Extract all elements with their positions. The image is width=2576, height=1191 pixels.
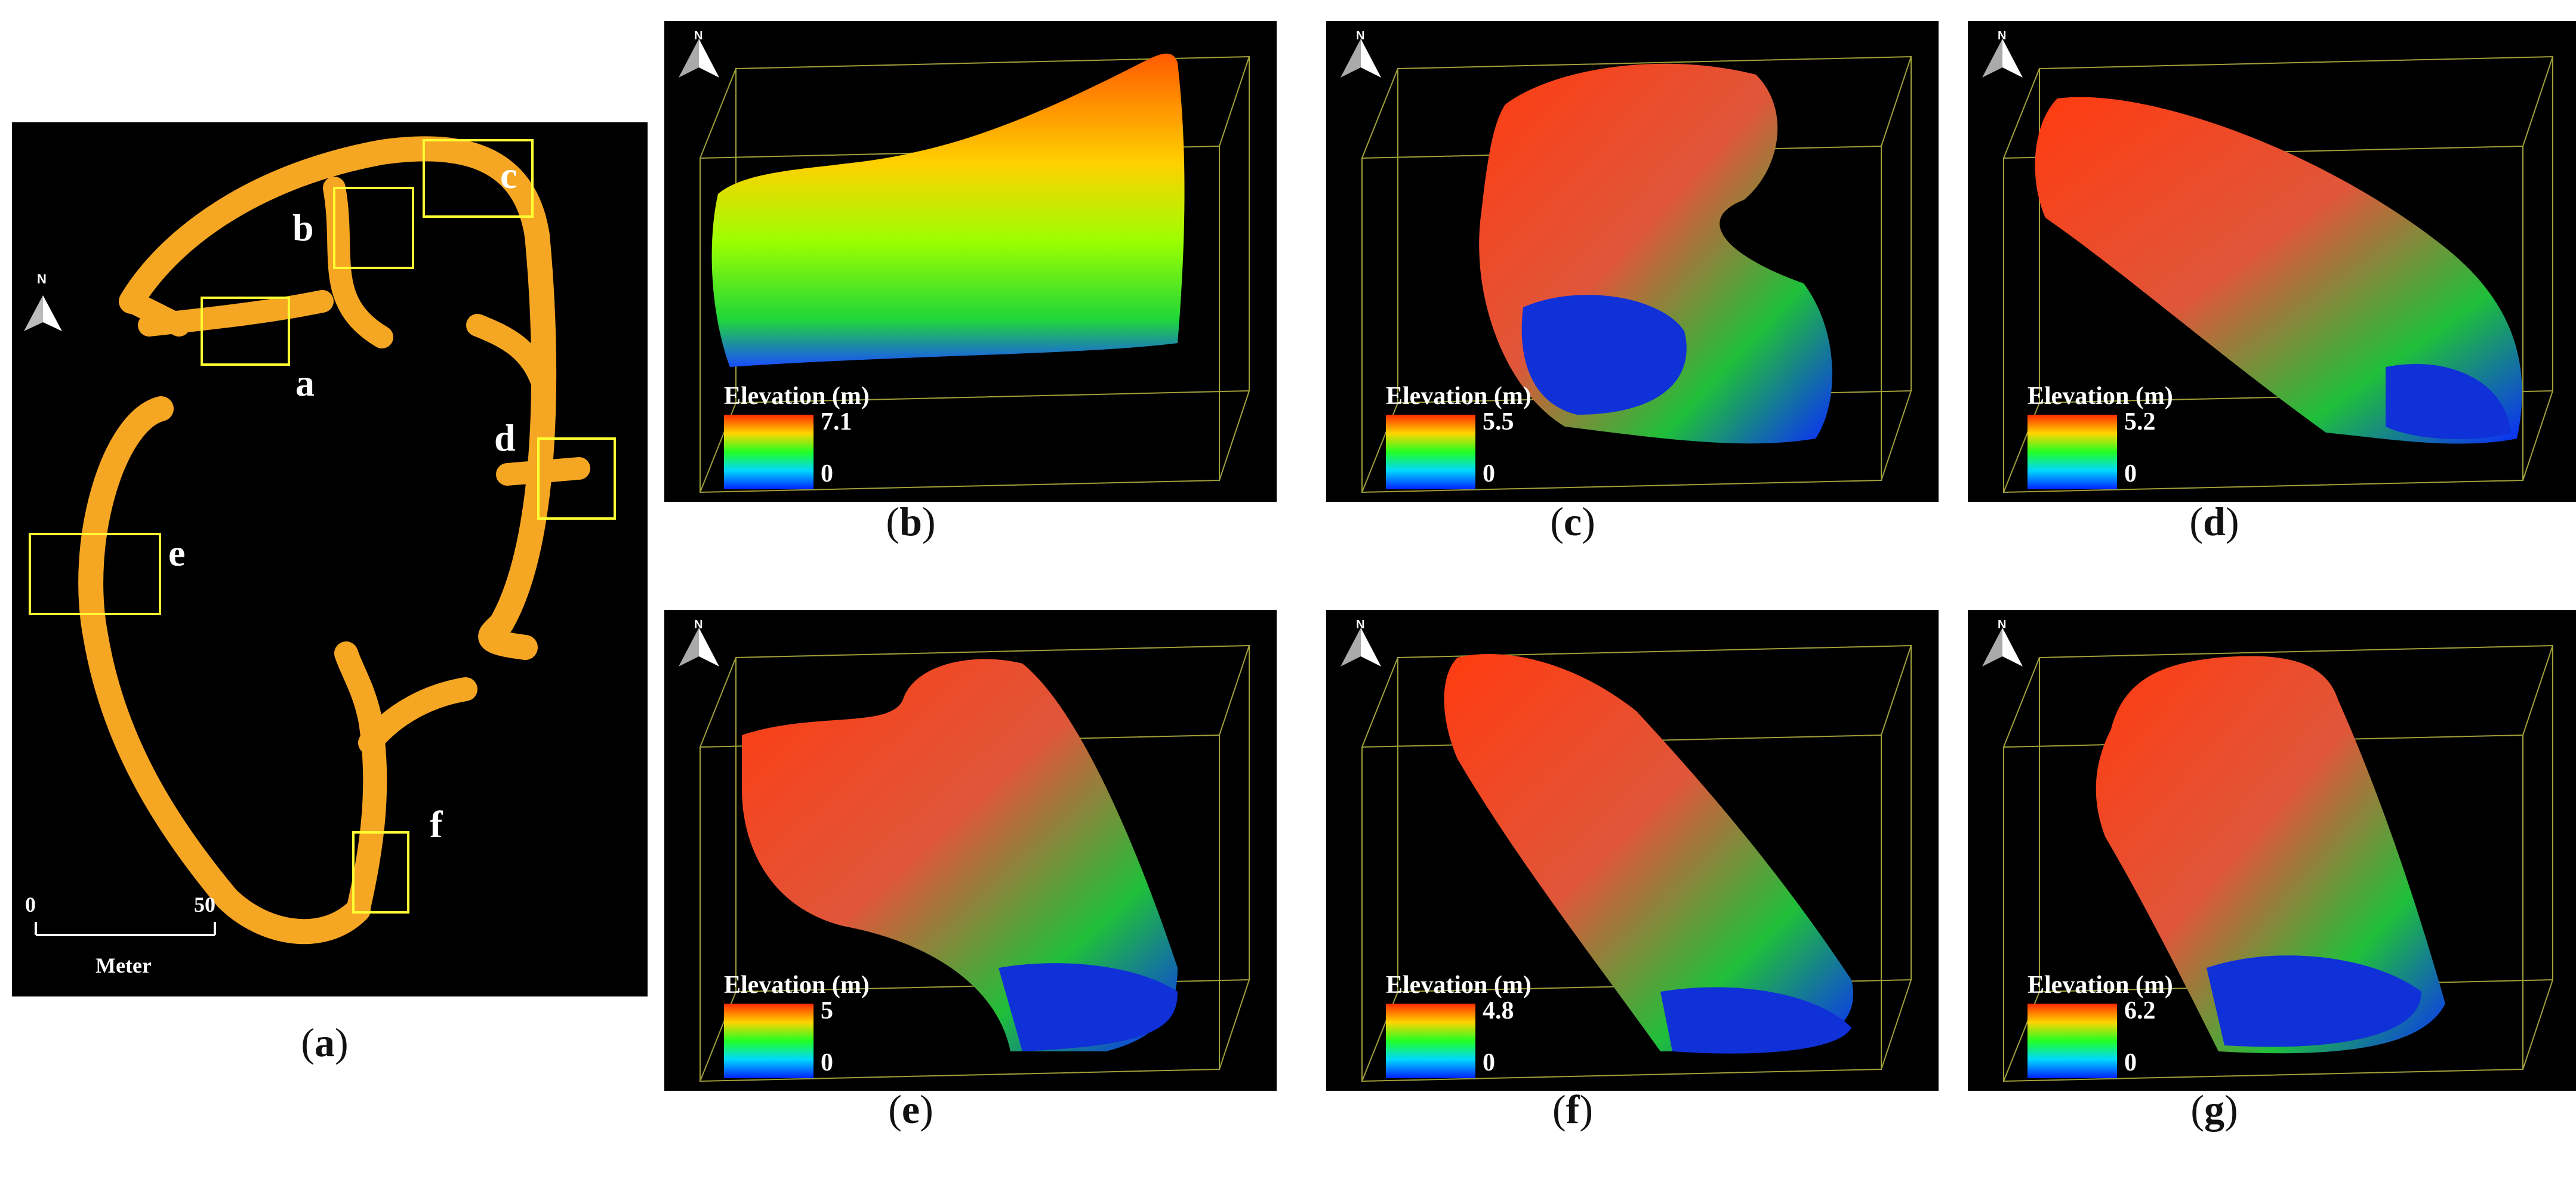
elevation-color-ramp xyxy=(724,1004,814,1078)
panel-g-3d-view: N Elevation (m) 6.2 0 xyxy=(1968,610,2576,1091)
north-label: N xyxy=(694,29,703,42)
elevation-color-ramp xyxy=(1386,1004,1475,1078)
tunnel-network xyxy=(78,136,590,945)
panel-e-3d-view: N Elevation (m) 5 0 xyxy=(664,610,1277,1091)
caption-e: (e) xyxy=(888,1087,933,1132)
box-b xyxy=(333,187,414,269)
caption-f: (f) xyxy=(1552,1087,1593,1132)
legend-title: Elevation (m) xyxy=(724,382,870,410)
point-cloud-surface xyxy=(742,659,1178,1051)
inset-boxes xyxy=(29,139,616,914)
caption-g: (g) xyxy=(2190,1087,2238,1132)
north-label: N xyxy=(1998,29,2007,42)
elevation-color-ramp xyxy=(724,415,814,489)
box-d xyxy=(537,437,616,520)
legend-title: Elevation (m) xyxy=(1386,971,1532,999)
north-arrow-icon xyxy=(1982,39,2023,78)
point-cloud-surface xyxy=(1444,654,1854,1054)
box-label-e: e xyxy=(168,532,186,574)
north-arrow-icon xyxy=(24,295,62,331)
north-arrow-icon xyxy=(1982,628,2023,667)
point-cloud-surface xyxy=(1479,63,1832,444)
legend-min: 0 xyxy=(821,1049,833,1076)
box-a xyxy=(201,297,290,366)
legend-max: 5.2 xyxy=(2124,408,2156,436)
legend-title: Elevation (m) xyxy=(1386,382,1532,410)
legend-max: 4.8 xyxy=(1483,997,1514,1025)
box-e xyxy=(29,533,161,615)
scale-unit-label: Meter xyxy=(95,954,152,977)
legend-title: Elevation (m) xyxy=(2027,971,2173,999)
panel-a-map: N 0 50 Meter a b c d e f xyxy=(12,122,648,996)
box-label-d: d xyxy=(494,416,516,459)
point-cloud-surface xyxy=(2096,656,2445,1054)
panel-d-3d-view: N Elevation (m) 5.2 0 xyxy=(1968,21,2576,502)
scale-end-label: 50 xyxy=(194,893,215,917)
legend-min: 0 xyxy=(821,460,833,487)
legend-title: Elevation (m) xyxy=(2027,382,2173,410)
north-arrow-icon xyxy=(679,39,719,78)
legend-max: 5 xyxy=(821,997,833,1025)
north-label: N xyxy=(1356,618,1365,631)
bounding-box xyxy=(1361,644,1912,1082)
elevation-color-ramp xyxy=(1386,415,1475,489)
elevation-color-ramp xyxy=(2027,415,2117,489)
point-cloud-surface xyxy=(711,53,1185,367)
panel-b-3d-view: N Elevation (m) 7.1 0 xyxy=(664,21,1277,502)
north-arrow-icon xyxy=(1341,628,1381,667)
bounding-box xyxy=(2003,55,2553,493)
north-label: N xyxy=(694,618,703,631)
legend-min: 0 xyxy=(1483,460,1495,487)
legend-max: 7.1 xyxy=(821,408,852,436)
elevation-color-ramp xyxy=(2027,1004,2117,1078)
north-label: N xyxy=(1998,618,2007,631)
point-cloud-surface xyxy=(2035,97,2522,444)
box-label-b: b xyxy=(292,206,314,249)
panel-c-3d-view: N Elevation (m) 5.5 0 xyxy=(1326,21,1939,502)
legend-min: 0 xyxy=(2124,1049,2137,1076)
caption-c: (c) xyxy=(1550,499,1595,544)
box-c xyxy=(423,139,534,218)
north-arrow-icon xyxy=(679,628,719,667)
north-label: N xyxy=(1356,29,1365,42)
legend-min: 0 xyxy=(1483,1049,1495,1076)
box-f xyxy=(352,831,409,914)
scale-start-label: 0 xyxy=(25,893,36,917)
box-label-f: f xyxy=(430,803,443,846)
legend-min: 0 xyxy=(2124,460,2137,487)
legend-max: 6.2 xyxy=(2124,997,2156,1025)
caption-b: (b) xyxy=(886,499,936,544)
box-label-c: c xyxy=(500,154,517,196)
caption-d: (d) xyxy=(2189,499,2239,544)
scale-bar xyxy=(35,922,216,936)
panel-f-3d-view: N Elevation (m) 4.8 0 xyxy=(1326,610,1939,1091)
box-label-a: a xyxy=(295,362,315,404)
north-label: N xyxy=(37,271,47,286)
legend-max: 5.5 xyxy=(1483,408,1514,436)
north-arrow-icon xyxy=(1341,39,1381,78)
legend-title: Elevation (m) xyxy=(724,971,870,999)
caption-a: (a) xyxy=(301,1020,349,1065)
